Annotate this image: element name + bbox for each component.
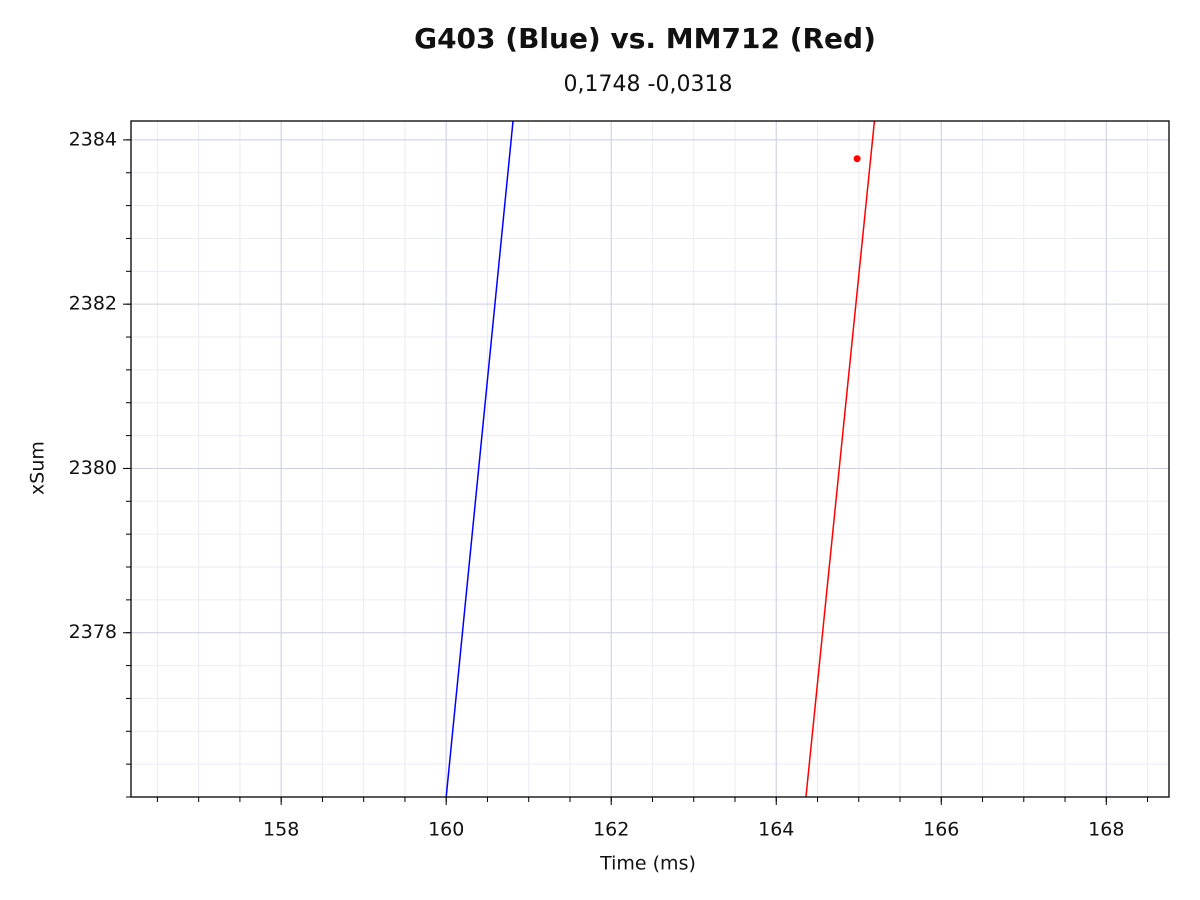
y-axis-label: xSum [27,441,49,495]
y-tick-label: 2380 [69,457,117,479]
x-tick-label: 158 [263,819,299,841]
data-point [853,155,861,163]
chart-title: G403 (Blue) vs. MM712 (Red) [414,22,876,55]
y-tick-label: 2378 [69,621,117,643]
x-tick-label: 160 [428,819,464,841]
series-line [445,121,514,797]
x-axis-label: Time (ms) [599,853,696,875]
y-tick-label: 2382 [69,293,117,315]
plot-border [130,120,1170,798]
y-tick-label: 2384 [69,128,117,150]
grid [123,121,1169,805]
chart-subtitle: 0,1748 -0,0318 [564,72,733,97]
x-tick-label: 166 [923,819,959,841]
series-line [805,121,876,797]
x-tick-label: 162 [593,819,629,841]
plot-area [445,121,876,797]
x-tick-label: 168 [1088,819,1124,841]
x-tick-label: 164 [758,819,794,841]
